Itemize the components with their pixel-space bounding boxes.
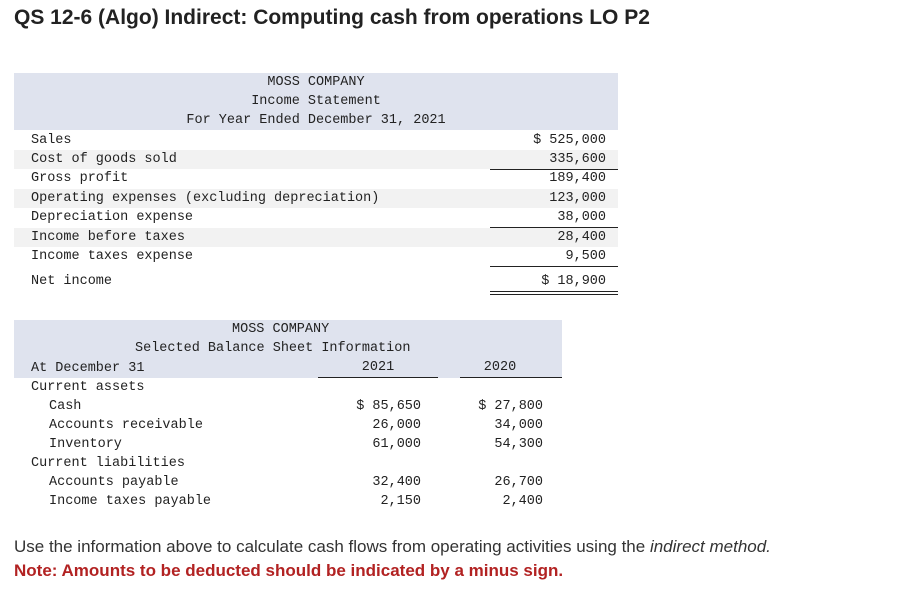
income-header-line: For Year Ended December 31, 2021 [186, 113, 446, 128]
underline [490, 266, 618, 267]
row-value: 38,000 [557, 210, 606, 225]
row-value: 189,400 [549, 171, 606, 186]
row-value: 9,500 [565, 249, 606, 264]
note: Note: Amounts to be deducted should be i… [14, 561, 564, 580]
row-label: Income before taxes [31, 230, 185, 245]
row-stripe [14, 150, 618, 169]
income-header-line: Income Statement [251, 94, 381, 109]
underline [490, 227, 618, 228]
column-rule [460, 377, 562, 378]
row-value: 123,000 [549, 191, 606, 206]
row-value: 335,600 [549, 152, 606, 167]
row-value: 2,400 [502, 494, 543, 509]
title: QS 12-6 (Algo) Indirect: Computing cash … [14, 6, 650, 29]
row-value: $ 27,800 [478, 399, 543, 414]
row-label: Income taxes payable [49, 494, 212, 509]
row-label: Cash [49, 399, 82, 414]
row-label: Net income [31, 274, 113, 289]
row-label: Accounts receivable [49, 418, 203, 433]
row-value: $ 85,650 [356, 399, 421, 414]
row-value: 26,000 [372, 418, 421, 433]
row-value: 54,300 [494, 437, 543, 452]
row-value: 34,000 [494, 418, 543, 433]
row-label: Income taxes expense [31, 249, 194, 264]
row-label: Sales [31, 133, 72, 148]
column-header: 2020 [483, 360, 517, 375]
row-value: $ 525,000 [533, 133, 606, 148]
balance-header-line: MOSS COMPANY [232, 322, 330, 337]
income-header-line: MOSS COMPANY [267, 75, 365, 90]
date-label: At December 31 [31, 361, 145, 376]
row-label: Current assets [31, 380, 145, 395]
underline [490, 291, 618, 295]
row-label: Depreciation expense [31, 210, 194, 225]
instruction: Use the information above to calculate c… [14, 537, 771, 557]
balance-header-bg [14, 320, 562, 378]
row-label: Cost of goods sold [31, 152, 177, 167]
column-header: 2021 [361, 360, 395, 375]
row-stripe [14, 228, 618, 247]
column-rule [318, 377, 438, 378]
row-label: Gross profit [31, 171, 129, 186]
row-value: 28,400 [557, 230, 606, 245]
row-label: Operating expenses (excluding depreciati… [31, 191, 380, 206]
income-header-bg [14, 73, 618, 130]
row-value: 26,700 [494, 475, 543, 490]
balance-header-line: Selected Balance Sheet Information [135, 341, 411, 356]
row-value: 2,150 [380, 494, 421, 509]
row-value: $ 18,900 [541, 274, 606, 289]
row-stripe [14, 189, 618, 208]
instruction-emphasis: indirect method. [649, 537, 771, 556]
row-label: Accounts payable [49, 475, 179, 490]
row-label: Current liabilities [31, 456, 185, 471]
instruction-text: Use the information above to calculate c… [14, 537, 646, 556]
row-value: 61,000 [372, 437, 421, 452]
row-value: 32,400 [372, 475, 421, 490]
row-label: Inventory [49, 437, 122, 452]
underline [490, 169, 618, 170]
